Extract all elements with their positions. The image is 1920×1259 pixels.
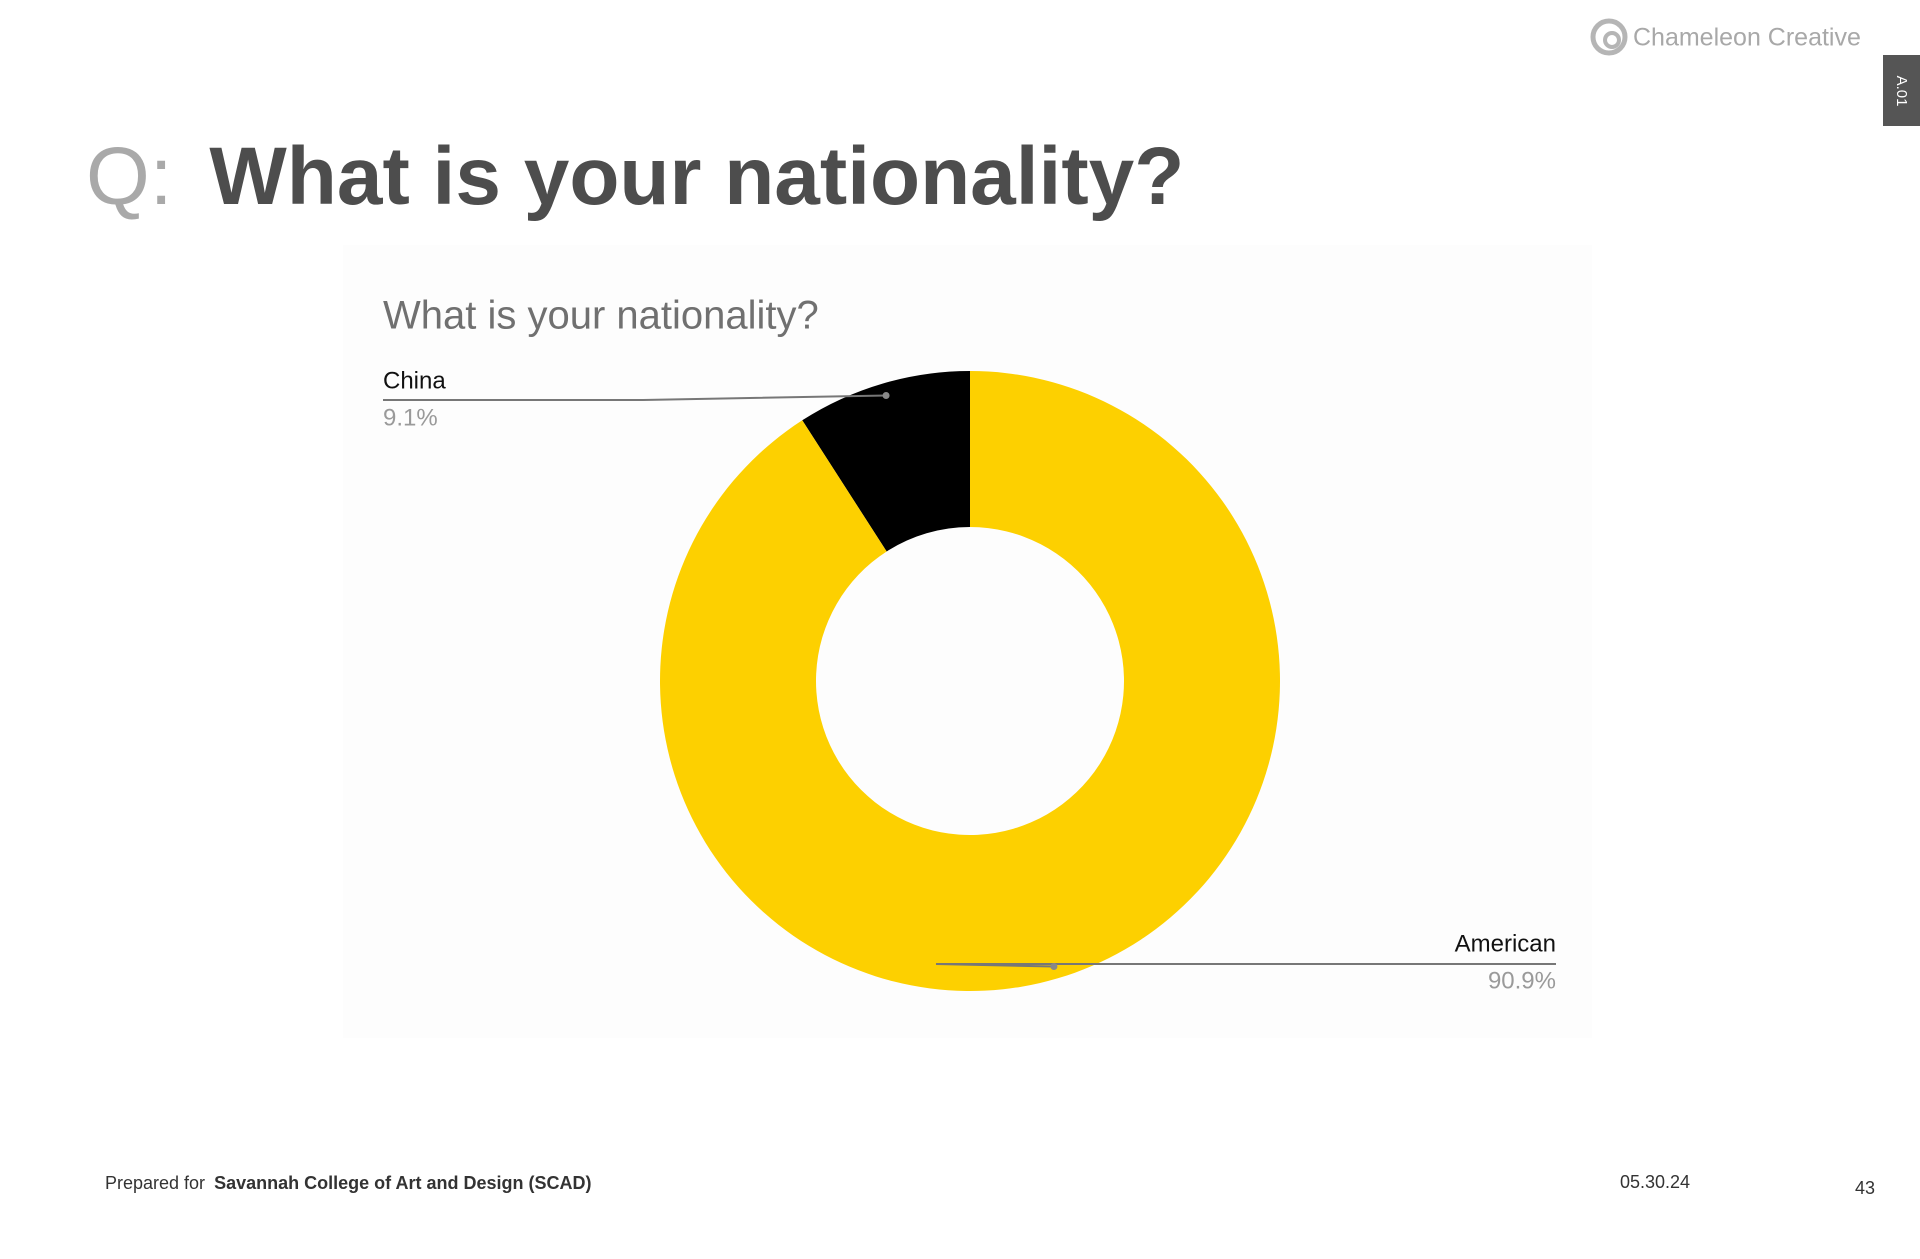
donut-slice: [802, 371, 970, 552]
slice-value-label: 90.9%: [1488, 967, 1556, 994]
slice-label: China: [383, 367, 446, 394]
leader-line: [935, 963, 1556, 968]
section-tab-label: A.01: [1893, 76, 1910, 107]
logo-icon: [1590, 18, 1628, 56]
slice-label: American: [1455, 930, 1556, 957]
footer-date: 05.30.24: [1620, 1172, 1690, 1192]
logo: Chameleon Creative: [1590, 18, 1861, 56]
section-tab: [1883, 55, 1920, 126]
donut-chart: China 9.1% American 90.9%: [383, 367, 1556, 994]
logo-icon-inner: [1603, 31, 1621, 49]
logo-text: Chameleon Creative: [1633, 24, 1861, 52]
donut-slice: [660, 370, 1281, 991]
page-number: 43: [1855, 1178, 1875, 1198]
page-heading: Q: What is your nationality?: [86, 131, 1184, 222]
chart-title: What is your nationality?: [383, 294, 819, 338]
heading-title: What is your nationality?: [209, 131, 1184, 222]
footer-prepared-label: Prepared for: [105, 1173, 205, 1193]
leader-dot: [882, 391, 890, 399]
footer-client: Savannah College of Art and Design (SCAD…: [214, 1173, 591, 1193]
slice-value-label: 9.1%: [383, 404, 438, 431]
footer-prepared: Prepared for Savannah College of Art and…: [105, 1173, 591, 1193]
leader-dot: [1050, 963, 1058, 971]
leader-line: [383, 394, 887, 401]
heading-prefix: Q:: [86, 131, 173, 222]
